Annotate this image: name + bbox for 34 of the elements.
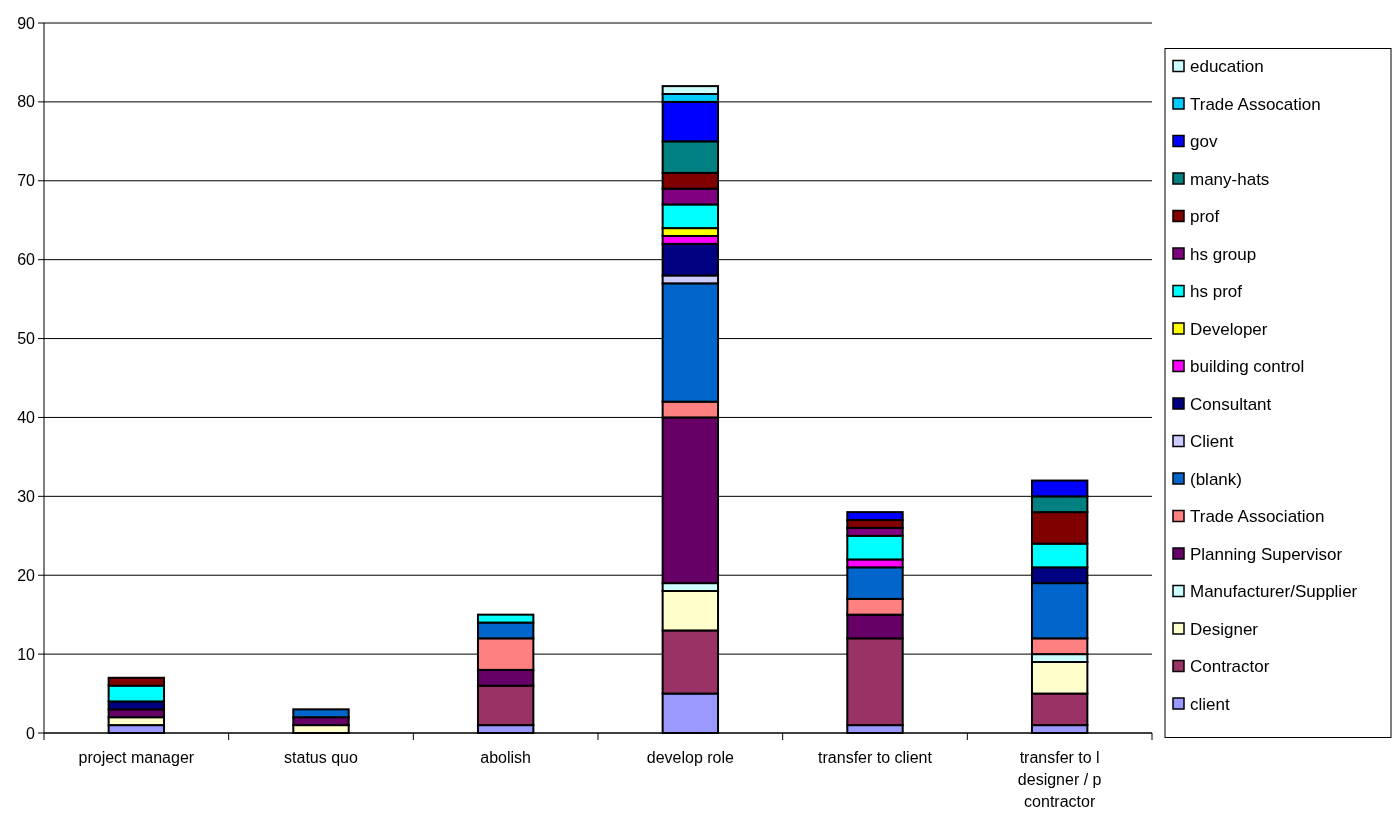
x-tick-label: develop role (646, 749, 735, 766)
legend-label: Consultant (1190, 394, 1272, 414)
legend-label: building control (1190, 357, 1305, 377)
y-tick-label: 20 (17, 566, 36, 584)
y-tick-label: 60 (17, 251, 36, 269)
x-tick-label: project manager (78, 749, 195, 766)
legend-label: hs prof (1190, 282, 1243, 302)
y-tick-label: 10 (17, 645, 36, 663)
legend-label: Trade Association (1190, 507, 1325, 527)
y-tick-label: 30 (17, 487, 36, 505)
legend-label: client (1190, 694, 1230, 714)
legend-label: (blank) (1190, 469, 1242, 489)
x-tick-label: abolish (480, 749, 532, 766)
legend-label: prof (1190, 207, 1220, 227)
y-tick-label: 80 (17, 93, 36, 111)
legend-label: Planning Supervisor (1190, 544, 1343, 564)
legend-label: Client (1190, 432, 1234, 452)
y-tick-label: 50 (17, 330, 36, 348)
x-tick-label: transfer to client (818, 749, 933, 766)
legend-label: Designer (1190, 619, 1259, 639)
legend-label: gov (1190, 132, 1218, 152)
legend-label: Contractor (1190, 657, 1270, 677)
legend-label: many-hats (1190, 169, 1270, 189)
y-tick-label: 0 (26, 724, 36, 742)
x-tick-label: transfer to l designer / p contractor (1017, 749, 1102, 810)
legend-label: education (1190, 57, 1264, 77)
legend-label: hs group (1190, 244, 1257, 264)
x-tick-label: status quo (284, 749, 359, 766)
legend-label: Trade Assocation (1190, 94, 1321, 114)
y-tick-label: 40 (17, 409, 36, 427)
legend-label: Developer (1190, 319, 1268, 339)
legend-label: Manufacturer/Supplier (1190, 582, 1358, 602)
y-tick-label: 90 (17, 14, 36, 32)
y-tick-label: 70 (17, 172, 36, 190)
